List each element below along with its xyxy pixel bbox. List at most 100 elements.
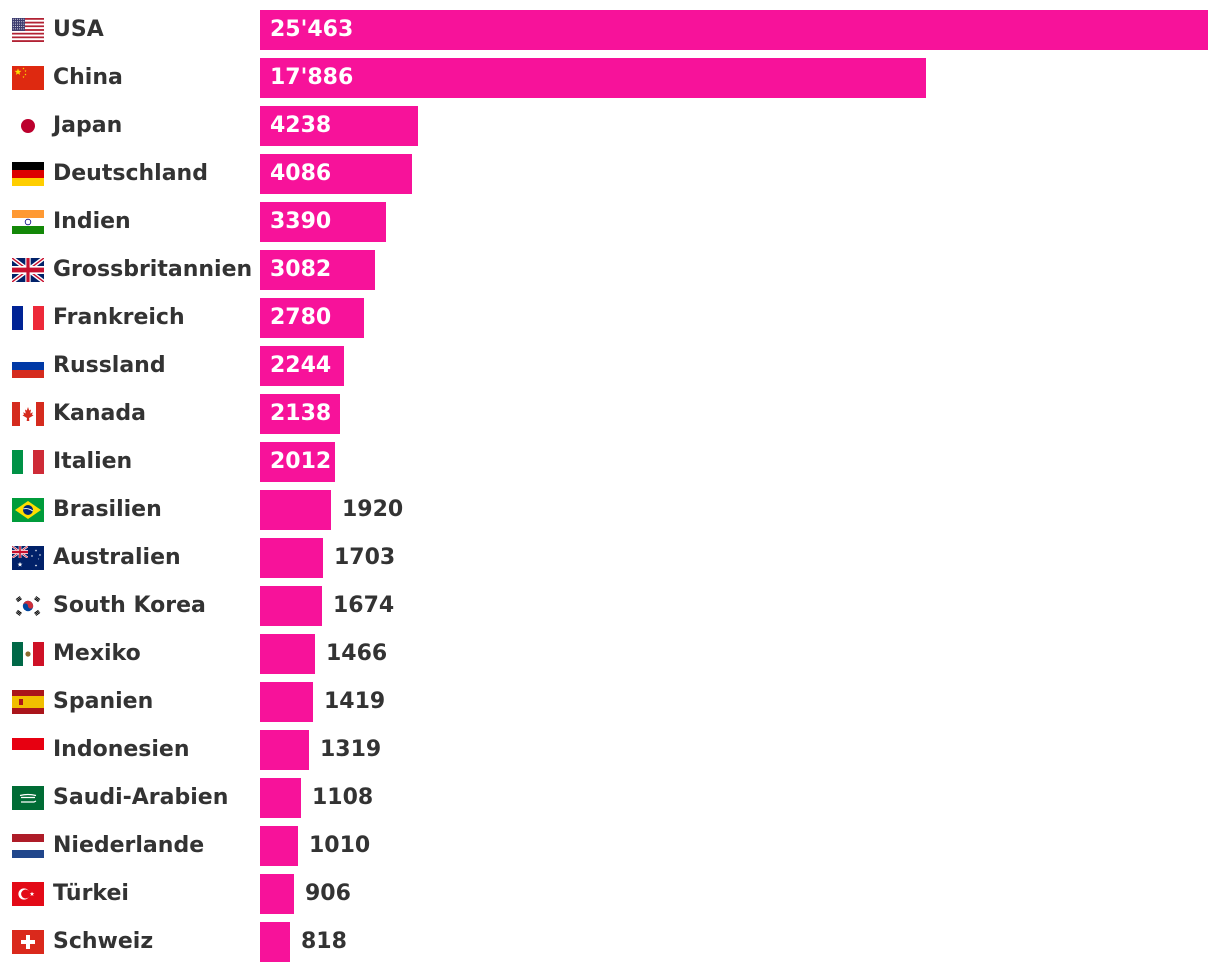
category-label: South Korea — [53, 593, 206, 618]
data-label: 1703 — [334, 545, 396, 570]
category-label: Deutschland — [53, 161, 208, 186]
chart-row: Russland 2244 — [0, 346, 1220, 386]
flag-usa-icon — [12, 18, 44, 42]
bar — [260, 394, 340, 434]
flag-netherlands-icon — [12, 834, 44, 858]
flag-mexico-icon — [12, 642, 44, 666]
flag-china-icon — [12, 66, 44, 90]
bar — [260, 826, 298, 866]
bar — [260, 778, 301, 818]
chart-row: Kanada 2138 — [0, 394, 1220, 434]
category-label: Italien — [53, 449, 133, 474]
bar — [260, 586, 322, 626]
bar — [260, 154, 412, 194]
bar — [260, 634, 315, 674]
chart-row: Indien 3390 — [0, 202, 1220, 242]
bar — [260, 58, 926, 98]
flag-switzerland-icon — [12, 930, 44, 954]
flag-japan-icon — [12, 114, 44, 138]
flag-saudi-arabia-icon — [12, 786, 44, 810]
chart-row: Italien 2012 — [0, 442, 1220, 482]
category-label: USA — [53, 17, 104, 42]
chart-row: Niederlande 1010 — [0, 826, 1220, 866]
category-label: Brasilien — [53, 497, 162, 522]
data-label: 2012 — [270, 449, 332, 474]
category-label: Mexiko — [53, 641, 141, 666]
chart-row: South Korea 1674 — [0, 586, 1220, 626]
category-label: Türkei — [53, 881, 129, 906]
chart-row: Grossbritannien 3082 — [0, 250, 1220, 290]
data-label: 1319 — [320, 737, 382, 762]
category-label: Indonesien — [53, 737, 190, 762]
data-label: 4086 — [270, 161, 332, 186]
flag-brazil-icon — [12, 498, 44, 522]
category-label: Japan — [53, 113, 123, 138]
data-label: 1466 — [326, 641, 388, 666]
data-label: 1010 — [309, 833, 371, 858]
flag-germany-icon — [12, 162, 44, 186]
flag-france-icon — [12, 306, 44, 330]
flag-indonesia-icon — [12, 738, 44, 762]
flag-canada-icon — [12, 402, 44, 426]
category-label: Grossbritannien — [53, 257, 253, 282]
chart-row: Frankreich 2780 — [0, 298, 1220, 338]
data-label: 2138 — [270, 401, 332, 426]
category-label: Kanada — [53, 401, 146, 426]
flag-india-icon — [12, 210, 44, 234]
category-label: China — [53, 65, 123, 90]
data-label: 2244 — [270, 353, 332, 378]
data-label: 1108 — [312, 785, 374, 810]
data-label: 17'886 — [270, 65, 354, 90]
chart-row: Türkei 906 — [0, 874, 1220, 914]
data-label: 3390 — [270, 209, 332, 234]
bar — [260, 346, 344, 386]
chart-row: Deutschland 4086 — [0, 154, 1220, 194]
data-label: 906 — [305, 881, 351, 906]
data-label: 4238 — [270, 113, 332, 138]
chart-row: Schweiz 818 — [0, 922, 1220, 962]
data-label: 3082 — [270, 257, 332, 282]
flag-south-korea-icon — [12, 594, 44, 618]
category-label: Australien — [53, 545, 181, 570]
category-label: Schweiz — [53, 929, 154, 954]
bar — [260, 682, 313, 722]
flag-italy-icon — [12, 450, 44, 474]
flag-russia-icon — [12, 354, 44, 378]
bar — [260, 250, 375, 290]
category-label: Frankreich — [53, 305, 185, 330]
bar — [260, 490, 331, 530]
bar — [260, 538, 323, 578]
chart-row: Brasilien 1920 — [0, 490, 1220, 530]
bar — [260, 10, 1208, 50]
category-label: Saudi-Arabien — [53, 785, 229, 810]
category-label: Indien — [53, 209, 131, 234]
chart-row: Australien 1703 — [0, 538, 1220, 578]
flag-australia-icon — [12, 546, 44, 570]
bar — [260, 442, 335, 482]
bar — [260, 202, 386, 242]
bar — [260, 298, 364, 338]
chart-row: Saudi-Arabien 1108 — [0, 778, 1220, 818]
chart-row: Indonesien 1319 — [0, 730, 1220, 770]
flag-turkey-icon — [12, 882, 44, 906]
data-label: 818 — [301, 929, 347, 954]
chart-row: Japan 4238 — [0, 106, 1220, 146]
flag-uk-icon — [12, 258, 44, 282]
bar — [260, 730, 309, 770]
category-label: Spanien — [53, 689, 154, 714]
chart-row: China 17'886 — [0, 58, 1220, 98]
data-label: 25'463 — [270, 17, 354, 42]
category-label: Russland — [53, 353, 166, 378]
data-label: 1419 — [324, 689, 386, 714]
chart-row: Mexiko 1466 — [0, 634, 1220, 674]
data-label: 1920 — [342, 497, 404, 522]
chart-row: USA 25'463 — [0, 10, 1220, 50]
bar — [260, 922, 290, 962]
data-label: 1674 — [333, 593, 395, 618]
category-label: Niederlande — [53, 833, 205, 858]
data-label: 2780 — [270, 305, 332, 330]
flag-spain-icon — [12, 690, 44, 714]
chart-row: Spanien 1419 — [0, 682, 1220, 722]
bar — [260, 874, 294, 914]
